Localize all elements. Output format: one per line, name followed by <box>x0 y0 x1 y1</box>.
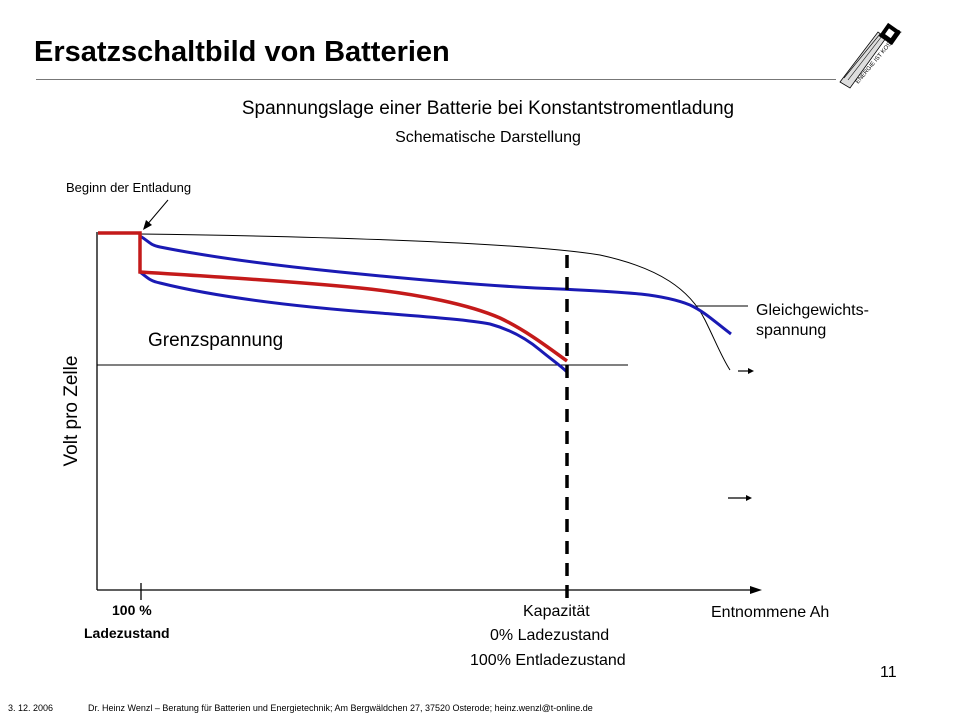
diagram-title: Spannungslage einer Batterie bei Konstan… <box>241 98 735 119</box>
diagram-subtitle: Schematische Darstellung <box>395 129 581 146</box>
label-100-percent: 100 % <box>112 602 152 618</box>
page-number: 11 <box>880 664 897 681</box>
x-axis-arrowhead <box>750 586 762 594</box>
equilibrium-voltage-curve <box>139 233 731 371</box>
energie-logo-icon: ENERGIE IST KOSTBAR <box>839 22 904 89</box>
side-arrow-2-head <box>746 495 752 501</box>
beginn-pointer-arrowhead <box>143 220 152 230</box>
page-title: Ersatzschaltbild von Batterien <box>34 36 450 68</box>
gleichgewicht-label-line2: spannung <box>756 322 827 339</box>
gleichgewicht-label-line1: Gleichgewichts- <box>756 302 869 319</box>
beginn-pointer-line <box>145 199 169 227</box>
grenzspannung-label: Grenzspannung <box>148 330 284 351</box>
label-0-ladezustand: 0% Ladezustand <box>490 627 610 644</box>
y-axis-label: Volt pro Zelle <box>61 355 82 467</box>
label-100-entladezustand: 100% Entladezustand <box>470 652 626 669</box>
title-divider <box>36 79 836 80</box>
blue-upper-curve <box>139 234 732 336</box>
footer-text: Dr. Heinz Wenzl – Beratung für Batterien… <box>88 703 593 713</box>
label-ladezustand: Ladezustand <box>84 625 170 641</box>
side-arrow-1-head <box>748 368 754 374</box>
red-discharge-curve <box>98 231 569 363</box>
footer-date: 3. 12. 2006 <box>8 703 54 713</box>
label-kapazitaet: Kapazität <box>523 603 590 620</box>
beginn-label: Beginn der Entladung <box>66 180 192 195</box>
blue-lower-curve <box>139 270 569 374</box>
x-axis-label: Entnommene Ah <box>711 604 830 621</box>
